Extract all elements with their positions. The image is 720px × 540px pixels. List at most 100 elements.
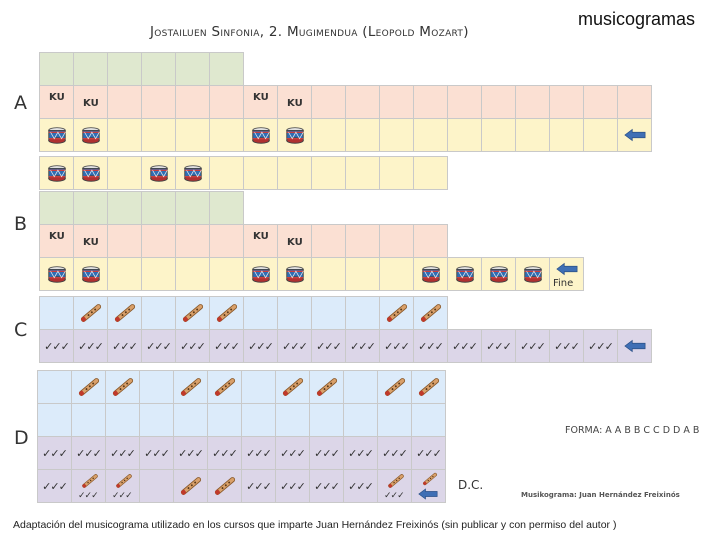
cell [617,329,652,363]
cell [107,296,142,330]
flute-icon [216,304,237,322]
cell: ✓✓✓ [39,329,74,363]
cell [277,118,312,152]
section-c-row-2: ✓✓✓ ✓✓✓ ✓✓✓ ✓✓✓ ✓✓✓ ✓✓✓ ✓✓✓ ✓✓✓ ✓✓✓ ✓✓✓ … [39,329,652,363]
cell [447,118,482,152]
cell [107,85,142,119]
flute-icon [386,304,407,322]
cell [107,257,142,291]
cell [139,403,174,437]
cell [243,118,278,152]
cell: ✓✓✓ [207,436,242,470]
cell [209,191,244,225]
arrow-left-icon [556,262,578,276]
cell [173,403,208,437]
cell [379,85,414,119]
cell [481,118,516,152]
flute-icon [80,304,101,322]
cell [73,296,108,330]
dc-label: D.C. [458,478,484,492]
cell [175,156,210,190]
flute-icon [388,474,404,488]
cell [379,118,414,152]
flute-icon [316,378,337,396]
cell [481,257,516,291]
cell [617,118,652,152]
cell [617,85,652,119]
cell [309,403,344,437]
ticks-label: ✓✓✓ [316,339,342,353]
cell [309,370,344,404]
cell [515,118,550,152]
cell [241,403,276,437]
cell [175,85,210,119]
ticks-label: ✓✓✓ [350,339,376,353]
cell: ✓✓✓ [139,436,174,470]
cell: KU [73,85,108,119]
cell: ✓✓✓ [447,329,482,363]
cell [209,296,244,330]
cell [515,257,550,291]
cell [447,85,482,119]
page-title: Jostailuen Sinfonia, 2. Mugimendua (Leop… [150,24,469,40]
arrow-left-icon [623,339,645,353]
ku-label: KU [83,237,99,248]
cell [413,156,448,190]
cell: KU [73,224,108,258]
ticks-label: ✓✓✓ [348,446,374,460]
brand-label: musicogramas [578,9,696,29]
cell [311,156,346,190]
cell: ✓✓✓ [241,469,276,503]
cell [343,370,378,404]
cell [175,224,210,258]
cell [207,403,242,437]
ticks-label: ✓✓✓ [280,479,306,493]
cell [413,257,448,291]
flute-icon [182,304,203,322]
cell [345,224,380,258]
ticks-label: ✓✓✓ [384,339,410,353]
section-d-row-4: ✓✓✓ ✓✓✓ ✓✓✓ ✓✓✓ ✓✓✓ ✓✓✓ ✓✓✓ ✓✓✓ [37,469,446,503]
ku-label: KU [253,92,269,103]
flute-icon [420,304,441,322]
fine-label: Fine [553,278,574,289]
section-label-a: A [14,92,27,114]
cell [411,403,446,437]
ticks-label: ✓✓✓ [418,339,444,353]
section-b-row-3: KU KU KU KU [39,224,448,258]
ticks-label: ✓✓✓ [42,446,68,460]
cell [73,156,108,190]
cell [413,118,448,152]
ticks-label: ✓✓✓ [212,446,238,460]
cell [277,296,312,330]
cell: ✓✓✓ [311,329,346,363]
cell [39,191,74,225]
cell [275,403,310,437]
cell [583,85,618,119]
cell [343,403,378,437]
ticks-label: ✓✓✓ [314,446,340,460]
cell: KU [277,224,312,258]
cell [141,191,176,225]
ku-label: KU [49,231,65,242]
ticks-label: ✓✓✓ [588,339,614,353]
cell [413,296,448,330]
cell [39,257,74,291]
cell [311,224,346,258]
cell [379,257,414,291]
cell [241,370,276,404]
flute-icon [282,378,303,396]
cell [447,257,482,291]
ticks-label: ✓✓✓ [110,446,136,460]
cell [173,370,208,404]
flute-icon [114,304,135,322]
flute-icon [82,474,98,488]
ticks-label: ✓✓✓ [78,339,104,353]
cell: ✓✓✓ [243,329,278,363]
cell [141,52,176,86]
cell: KU [277,85,312,119]
ticks-label: ✓✓✓ [452,339,478,353]
cell [209,85,244,119]
cell [73,191,108,225]
cell [583,118,618,152]
